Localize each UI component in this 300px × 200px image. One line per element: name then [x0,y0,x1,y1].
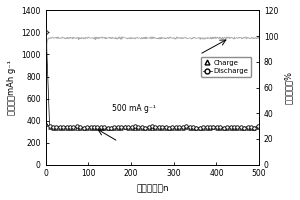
Legend: Charge, Discharge: Charge, Discharge [201,57,251,77]
Text: 500 mA g⁻¹: 500 mA g⁻¹ [112,104,156,113]
Y-axis label: 比容量，mAh g⁻¹: 比容量，mAh g⁻¹ [7,60,16,115]
Y-axis label: 库伦效率，%: 库伦效率，% [284,71,293,104]
X-axis label: 循环次数，n: 循环次数，n [136,184,169,193]
